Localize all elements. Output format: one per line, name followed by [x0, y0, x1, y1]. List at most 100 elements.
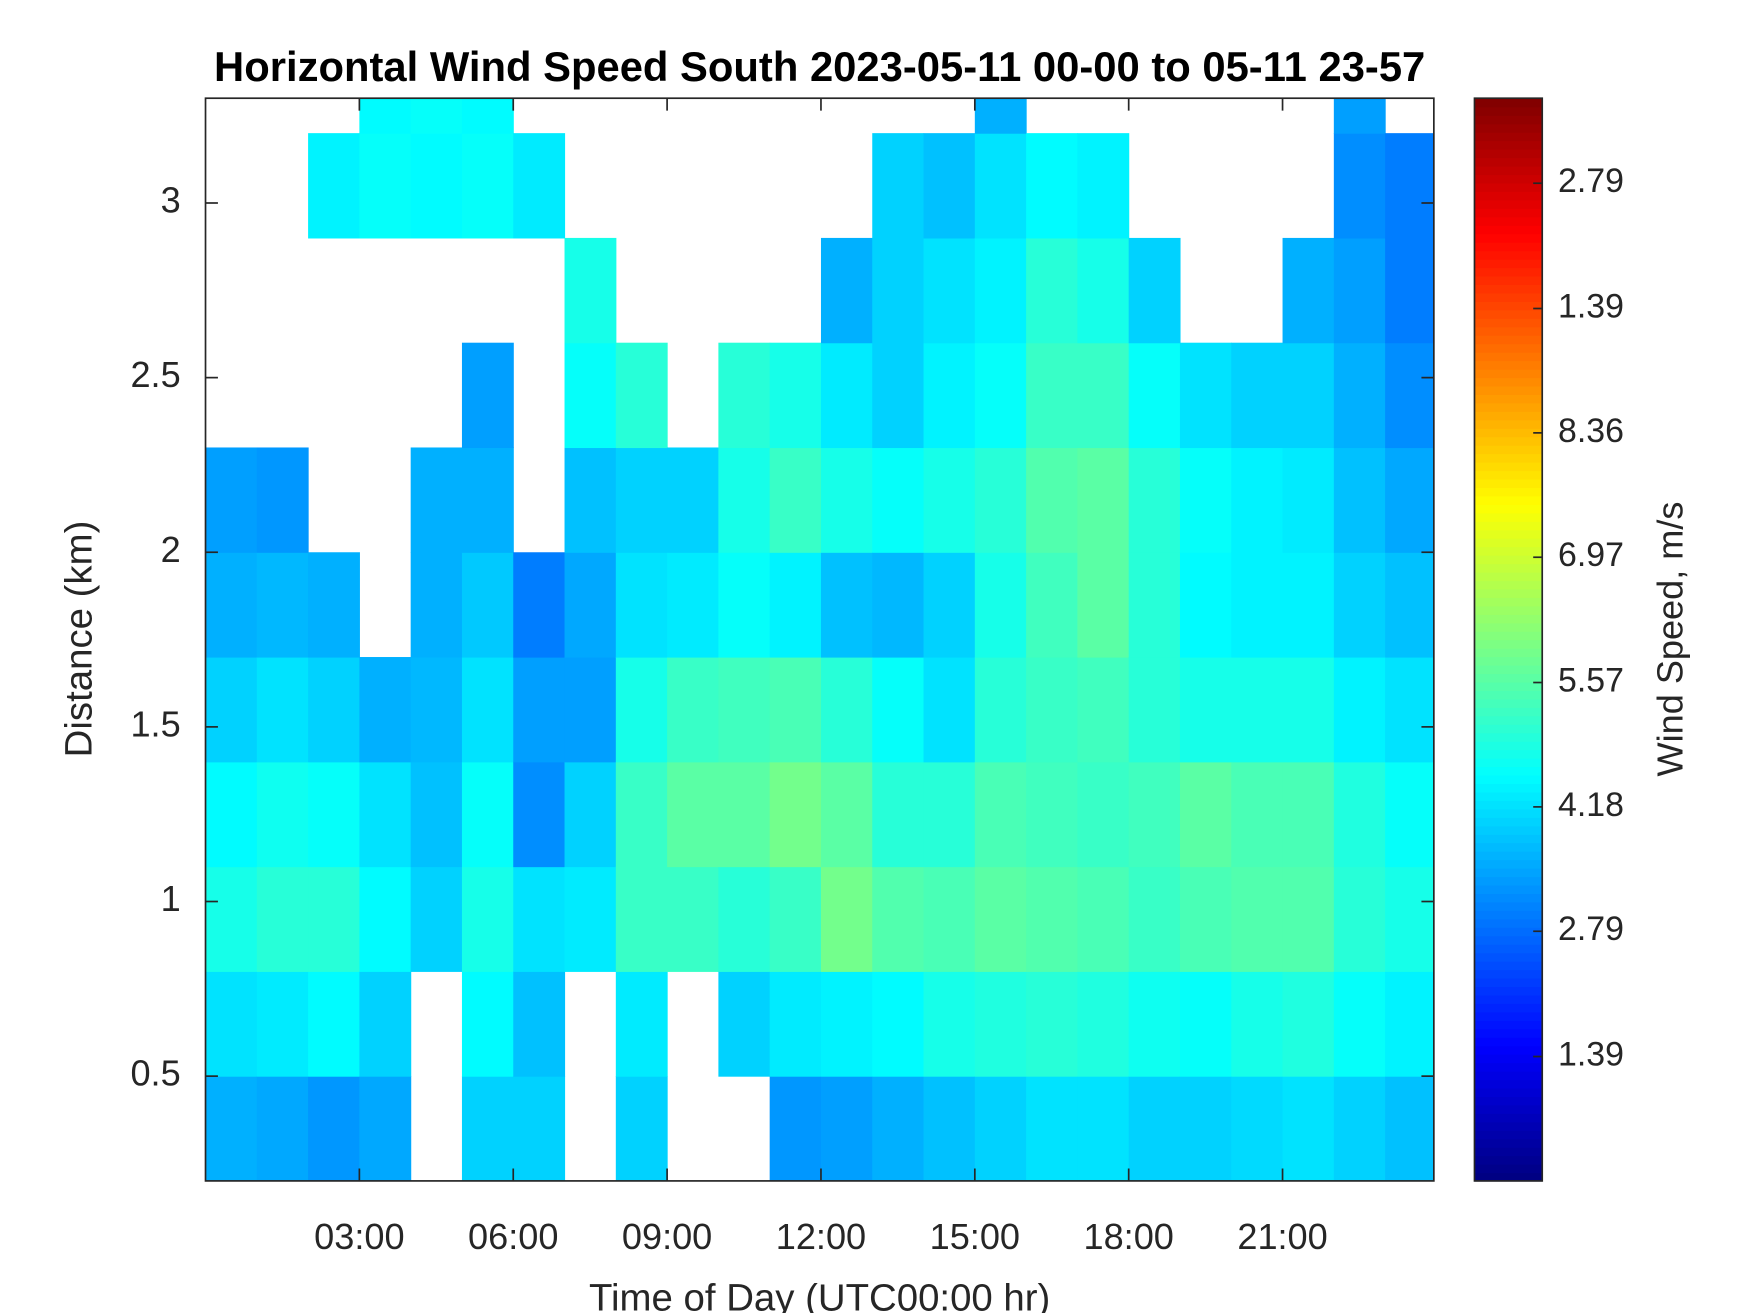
colorbar-step	[1474, 1079, 1543, 1089]
heat-cell	[564, 447, 617, 553]
heat-cell	[1282, 1076, 1335, 1181]
colorbar-step	[1474, 960, 1543, 971]
heat-cell	[410, 133, 463, 239]
colorbar-step	[1474, 157, 1543, 167]
heat-cell	[1282, 342, 1335, 449]
heat-cell	[667, 761, 719, 868]
colorbar-step	[1474, 521, 1543, 531]
colorbar-step	[1474, 1070, 1543, 1081]
heat-cell	[615, 447, 668, 553]
heat-cell	[1282, 552, 1335, 658]
colorbar-step	[1474, 174, 1543, 184]
colorbar-step	[1474, 656, 1543, 666]
heat-cell	[256, 1076, 309, 1181]
heat-cell	[205, 447, 258, 553]
heat-cell	[1026, 447, 1078, 553]
colorbar-step	[1474, 402, 1543, 412]
heat-cell	[308, 657, 360, 763]
heat-cell	[923, 237, 976, 344]
heat-cell	[461, 657, 514, 763]
heat-cell	[718, 761, 771, 868]
colorbar-step	[1474, 774, 1543, 785]
heat-cell	[256, 657, 309, 763]
heat-cell	[410, 552, 463, 658]
heat-cell	[1026, 342, 1078, 449]
colorbar-step	[1474, 859, 1543, 869]
heat-cell	[1385, 761, 1434, 868]
heat-cell	[872, 447, 925, 553]
colorbar-step	[1474, 140, 1543, 150]
heat-cell	[410, 866, 463, 972]
y-tick-label: 2	[161, 529, 181, 570]
heat-cell	[1231, 761, 1284, 868]
heat-cell	[1231, 657, 1284, 763]
heat-cell	[513, 133, 566, 239]
heat-cell	[769, 447, 822, 553]
colorbar-step	[1474, 258, 1543, 269]
colorbar-step	[1474, 275, 1543, 285]
colorbar-step	[1474, 538, 1543, 548]
colorbar-step	[1474, 326, 1543, 336]
colorbar-tick-label: 2.79	[1558, 910, 1624, 948]
colorbar-step	[1474, 351, 1543, 362]
heat-cell	[359, 133, 412, 239]
heat-cell	[923, 133, 976, 239]
colorbar-tick-label: 4.18	[1558, 786, 1624, 824]
heat-cell	[667, 447, 719, 553]
heat-cell	[769, 657, 822, 763]
heat-cell	[513, 1076, 566, 1181]
heat-cell	[872, 133, 925, 239]
colorbar-step	[1474, 165, 1543, 176]
heat-cell	[1077, 971, 1130, 1077]
colorbar-step	[1474, 791, 1543, 801]
heat-cell	[461, 552, 514, 658]
heat-cell	[1333, 342, 1386, 449]
colorbar-step	[1474, 732, 1543, 742]
heat-cell	[820, 342, 873, 449]
heat-cell	[1077, 447, 1130, 553]
heat-cell	[1077, 866, 1130, 972]
colorbar-step	[1474, 1121, 1543, 1131]
heat-cell	[974, 761, 1027, 868]
heat-cell	[1385, 342, 1434, 449]
heat-cell	[1179, 971, 1232, 1077]
x-tick-label: 09:00	[622, 1216, 712, 1257]
heat-cell	[1282, 866, 1335, 972]
colorbar-step	[1474, 986, 1543, 996]
heat-cell	[359, 1076, 412, 1181]
plot-frame	[204, 97, 1435, 1182]
colorbar-tick-label: 1.39	[1558, 1035, 1624, 1073]
colorbar-frame	[1473, 97, 1544, 1182]
heat-cell	[1077, 133, 1130, 239]
heat-cell	[1385, 447, 1434, 553]
heat-cell	[461, 866, 514, 972]
heat-cell	[1385, 971, 1434, 1077]
heat-cell	[615, 342, 668, 449]
x-tick-label: 15:00	[930, 1216, 1020, 1257]
colorbar-step	[1474, 123, 1543, 133]
heat-cell	[1077, 761, 1130, 868]
heat-cell	[1077, 657, 1130, 763]
heat-cell	[1385, 657, 1434, 763]
heat-cell	[1128, 761, 1181, 868]
heat-cell	[718, 657, 771, 763]
heat-cell	[974, 552, 1027, 658]
colorbar-step	[1474, 1020, 1543, 1030]
heat-cell	[820, 971, 873, 1077]
heat-cell	[205, 866, 258, 972]
heat-cell	[974, 133, 1027, 239]
heat-cell	[667, 552, 719, 658]
colorbar-step	[1474, 724, 1543, 734]
heat-cell	[974, 1076, 1027, 1181]
colorbar-step	[1474, 1147, 1543, 1157]
heat-cell	[1026, 1076, 1078, 1181]
heat-cell	[1333, 657, 1386, 763]
colorbar-step	[1474, 1155, 1543, 1165]
colorbar-step	[1474, 132, 1543, 142]
colorbar-step	[1474, 631, 1543, 641]
colorbar-step	[1474, 1087, 1543, 1098]
heat-cell	[820, 447, 873, 553]
heat-cell	[256, 761, 309, 868]
heat-cell	[974, 342, 1027, 449]
heat-cell	[615, 971, 668, 1077]
